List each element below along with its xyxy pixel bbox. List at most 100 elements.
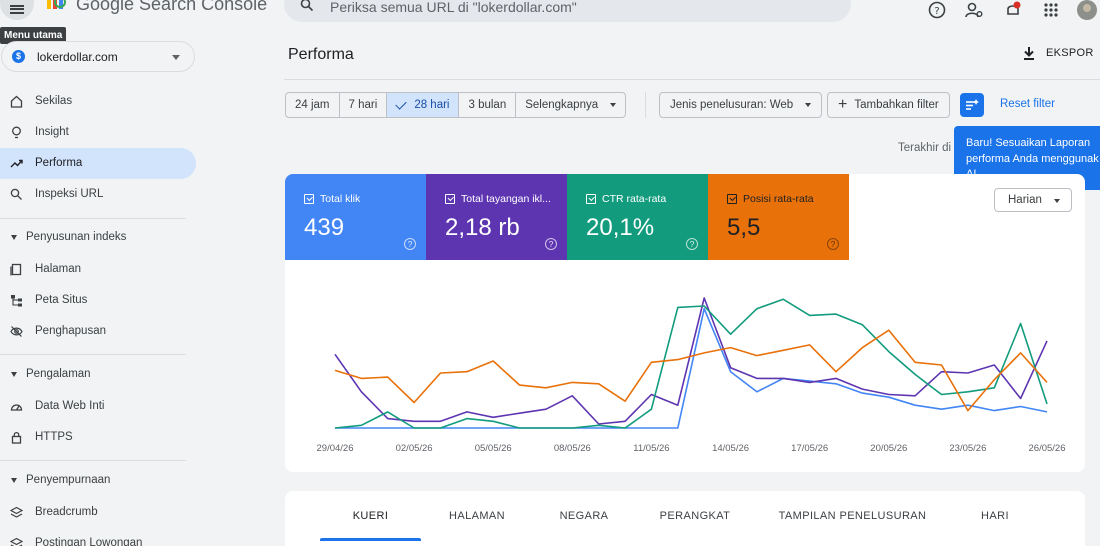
sidebar-item-https[interactable]: HTTPS [0,422,196,453]
x-tick-label: 05/05/26 [475,443,512,454]
metric-label: Total tayangan ikl... [461,193,551,205]
sidebar-item-label: Postingan Lowongan [35,537,143,546]
tab-pages[interactable]: HALAMAN [449,510,505,522]
chevron-down-icon [610,103,617,107]
help-icon[interactable]: ? [827,238,839,250]
sidebar-item-overview[interactable]: Sekilas [0,86,196,117]
x-tick-label: 14/05/26 [712,443,749,454]
sidebar-item-breadcrumb[interactable]: Breadcrumb [0,497,196,528]
metric-value: 2,18 rb [445,214,520,241]
sidebar-item-core-web-vitals[interactable]: Data Web Inti [0,391,196,422]
property-selector[interactable]: $ lokerdollar.com [1,41,195,72]
plus-icon: + [838,96,848,113]
performance-card: Total klik 439 ? Total tayangan ikl... 2… [285,174,1085,472]
sidebar-item-removals[interactable]: Penghapusan [0,316,196,347]
reset-filter-link[interactable]: Reset filter [1000,98,1055,110]
x-tick-label: 23/05/26 [949,443,986,454]
chip-28-days[interactable]: 28 hari [387,93,460,117]
chart-series-line-2 [334,297,1048,425]
metric-total-clicks[interactable]: Total klik 439 ? [285,174,426,260]
collapse-icon [11,372,17,377]
speed-gauge-icon [10,404,23,411]
section-label: Penyempurnaan [26,474,111,486]
x-tick-label: 17/05/26 [791,443,828,454]
help-icon[interactable]: ? [404,238,416,250]
chevron-down-icon [172,55,180,60]
date-range-chips: 24 jam 7 hari 28 hari 3 bulan Selengkapn… [285,92,627,118]
x-tick-label: 02/05/26 [396,443,433,454]
collapse-icon [11,235,17,240]
x-tick-label: 08/05/26 [554,443,591,454]
tab-countries[interactable]: NEGARA [559,510,609,522]
sidebar-item-label: Sekilas [35,95,73,107]
tab-days[interactable]: HARI [981,510,1009,522]
property-icon: $ [12,50,25,63]
trending-up-icon [10,159,23,168]
app-brand: Google Search Console [76,0,268,14]
notifications-icon[interactable] [1003,0,1023,20]
tab-search-appearance[interactable]: TAMPILAN PENELUSURAN [778,510,927,522]
popover-line: Baru! Sesuaikan Laporan [966,137,1091,149]
add-filter-button[interactable]: + Tambahkan filter [827,92,950,118]
sidebar-item-label: Halaman [35,263,82,275]
section-enhancements[interactable]: Penyempurnaan [0,470,196,494]
checkbox-icon [727,194,737,204]
metric-average-position[interactable]: Posisi rata-rata 5,5 ? [708,174,849,260]
sitemap-icon [11,295,22,307]
apps-grid-icon[interactable] [1041,0,1061,20]
sidebar-item-insight[interactable]: Insight [0,117,196,148]
metric-average-ctr[interactable]: CTR rata-rata 20,1% ? [567,174,708,260]
search-placeholder: Periksa semua URL di "lokerdollar.com" [330,0,577,15]
tab-queries[interactable]: KUERI [352,510,389,522]
chip-24-hours[interactable]: 24 jam [286,93,340,117]
account-settings-icon[interactable] [964,0,984,20]
search-type-filter[interactable]: Jenis penelusuran: Web [659,92,823,118]
chip-3-months[interactable]: 3 bulan [459,93,517,117]
performance-chart: 29/04/26 02/05/26 05/05/26 08/05/26 11/05/26… [317,297,1065,454]
sidebar-item-label: Insight [35,126,69,138]
checkbox-icon [304,194,314,204]
chevron-down-icon [805,103,812,107]
divider [0,354,186,355]
sidebar-item-performance[interactable]: Performa [0,148,196,179]
metric-label: CTR rata-rata [602,193,667,205]
export-button[interactable]: EKSPOR [1022,46,1094,60]
chip-label: 28 hari [414,99,450,111]
section-experience[interactable]: Pengalaman [0,364,196,388]
export-label: EKSPOR [1046,47,1094,59]
sidebar-item-pages[interactable]: Halaman [0,254,196,285]
active-tab-indicator [320,538,421,541]
divider [0,218,186,219]
help-icon[interactable]: ? [686,238,698,250]
metric-value: 5,5 [727,214,761,241]
section-label: Pengalaman [26,368,91,380]
granularity-select[interactable]: Harian [994,188,1072,212]
add-filter-label: Tambahkan filter [854,99,939,111]
x-tick-label: 20/05/26 [870,443,907,454]
sidebar-item-label: Peta Situs [35,294,88,306]
help-icon[interactable]: ? [545,238,557,250]
sidebar-item-url-inspection[interactable]: Inspeksi URL [0,179,196,210]
search-console-logo-icon [47,0,66,9]
checkbox-icon [586,194,596,204]
lock-icon [11,431,22,444]
tab-devices[interactable]: PERANGKAT [659,510,731,522]
metric-total-impressions[interactable]: Total tayangan ikl... 2,18 rb ? [426,174,567,260]
search-icon [10,188,22,200]
section-indexing[interactable]: Penyusunan indeks [0,227,196,251]
help-icon[interactable]: ? [927,0,947,20]
sidebar-item-label: Breadcrumb [35,506,98,518]
chip-more[interactable]: Selengkapnya [516,93,625,117]
chip-7-days[interactable]: 7 hari [340,93,388,117]
sidebar-item-sitemaps[interactable]: Peta Situs [0,285,196,316]
filter-label: Jenis penelusuran: Web [670,99,794,111]
check-icon [395,97,407,110]
sidebar-item-job-postings[interactable]: Postingan Lowongan [0,528,196,546]
main-menu-button[interactable] [0,0,34,20]
dimension-tabs: KUERI HALAMAN NEGARA PERANGKAT TAMPILAN … [285,491,1085,546]
url-inspection-search[interactable]: Periksa semua URL di "lokerdollar.com" [284,0,851,22]
customize-report-button[interactable] [960,93,984,117]
metric-value: 20,1% [586,214,655,241]
divider [0,460,186,461]
avatar[interactable] [1077,0,1097,20]
